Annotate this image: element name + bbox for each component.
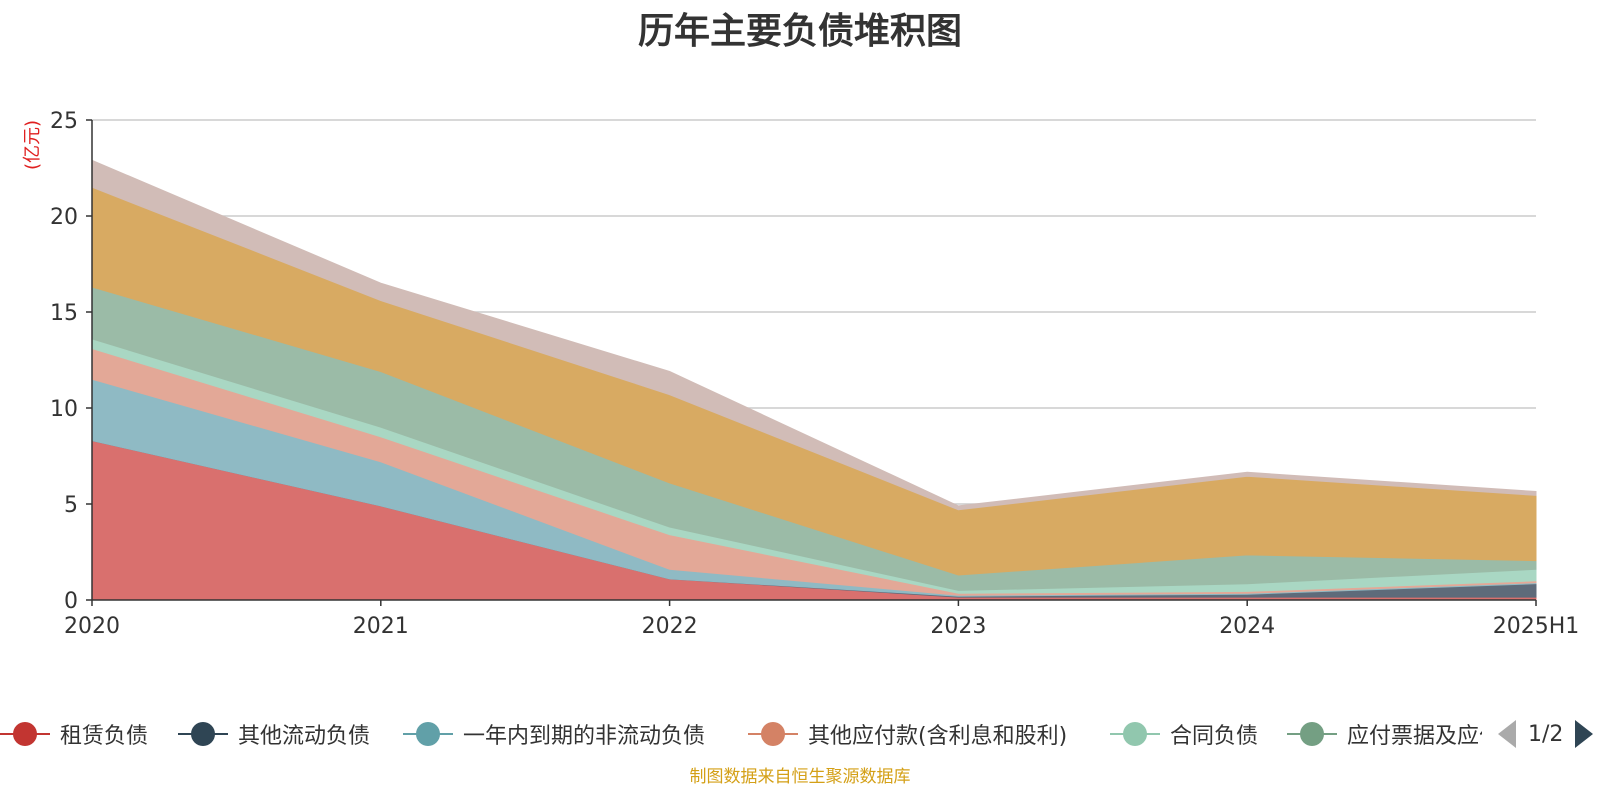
x-tick-label: 2021: [353, 614, 409, 639]
legend-label: 合同负债: [1170, 724, 1259, 749]
legend-label: 其他应付款(含利息和股利): [808, 724, 1068, 749]
axes: [91, 120, 1536, 601]
y-tick-label: 0: [64, 589, 78, 614]
legend-swatch-icon: [748, 716, 798, 752]
legend-item[interactable]: 应付票据及应付账款: [1287, 716, 1482, 752]
legend-label: 一年内到期的非流动负债: [463, 724, 706, 749]
legend-page-indicator: 1/2: [1528, 721, 1564, 747]
chart-title: 历年主要负债堆积图: [637, 11, 962, 52]
y-tick-label: 20: [50, 205, 78, 230]
y-tick-label: 10: [50, 397, 78, 422]
legend-item[interactable]: 租赁负债: [0, 716, 148, 752]
x-tick-label: 2020: [64, 614, 120, 639]
legend-swatch-icon: [0, 716, 50, 752]
legend-label: 租赁负债: [60, 724, 149, 749]
x-tick-label: 2025H1: [1493, 614, 1580, 639]
legend-swatch-icon: [403, 716, 453, 752]
legend-pager: 1/2: [1498, 716, 1594, 752]
x-tick-label: 2023: [930, 614, 986, 639]
legend: 租赁负债 其他流动负债 一年内到期的非流动负债 其他应付款(含利息和股利) 合同负债 应付…: [0, 716, 1600, 752]
stacked-area-chart: 0 5 10 15 20 25 2020 2021 2022 2023 2024 2025H1 (亿元…: [22, 109, 1579, 639]
data-source-note: 制图数据来自恒生聚源数据库: [689, 767, 911, 787]
legend-prev-page-icon[interactable]: [1498, 720, 1516, 748]
legend-swatch-icon: [178, 716, 228, 752]
area-series: [91, 159, 1537, 601]
x-tick-label: 2024: [1219, 614, 1275, 639]
legend-label: 其他流动负债: [238, 724, 371, 749]
y-tick-label: 25: [50, 109, 78, 134]
legend-item[interactable]: 其他应付款(含利息和股利): [748, 716, 1067, 752]
legend-item[interactable]: 其他流动负债: [178, 716, 370, 752]
legend-label: 应付票据及应付账款: [1347, 724, 1482, 749]
legend-item[interactable]: 合同负债: [1110, 716, 1258, 752]
y-tick-label: 5: [64, 493, 78, 518]
x-tick-label: 2022: [642, 614, 698, 639]
legend-item[interactable]: 一年内到期的非流动负债: [403, 716, 705, 752]
legend-swatch-icon: [1110, 716, 1160, 752]
area-series-7: [91, 159, 1537, 511]
y-axis-unit-label: (亿元): [22, 120, 43, 170]
legend-items: 租赁负债 其他流动负债 一年内到期的非流动负债 其他应付款(含利息和股利) 合同负债 应付…: [0, 716, 1482, 752]
legend-next-page-icon[interactable]: [1575, 720, 1594, 748]
y-tick-label: 15: [50, 301, 78, 326]
legend-swatch-icon: [1287, 716, 1337, 752]
tick-labels: 0 5 10 15 20 25 2020 2021 2022 2023 2024 2025H1: [50, 109, 1579, 639]
